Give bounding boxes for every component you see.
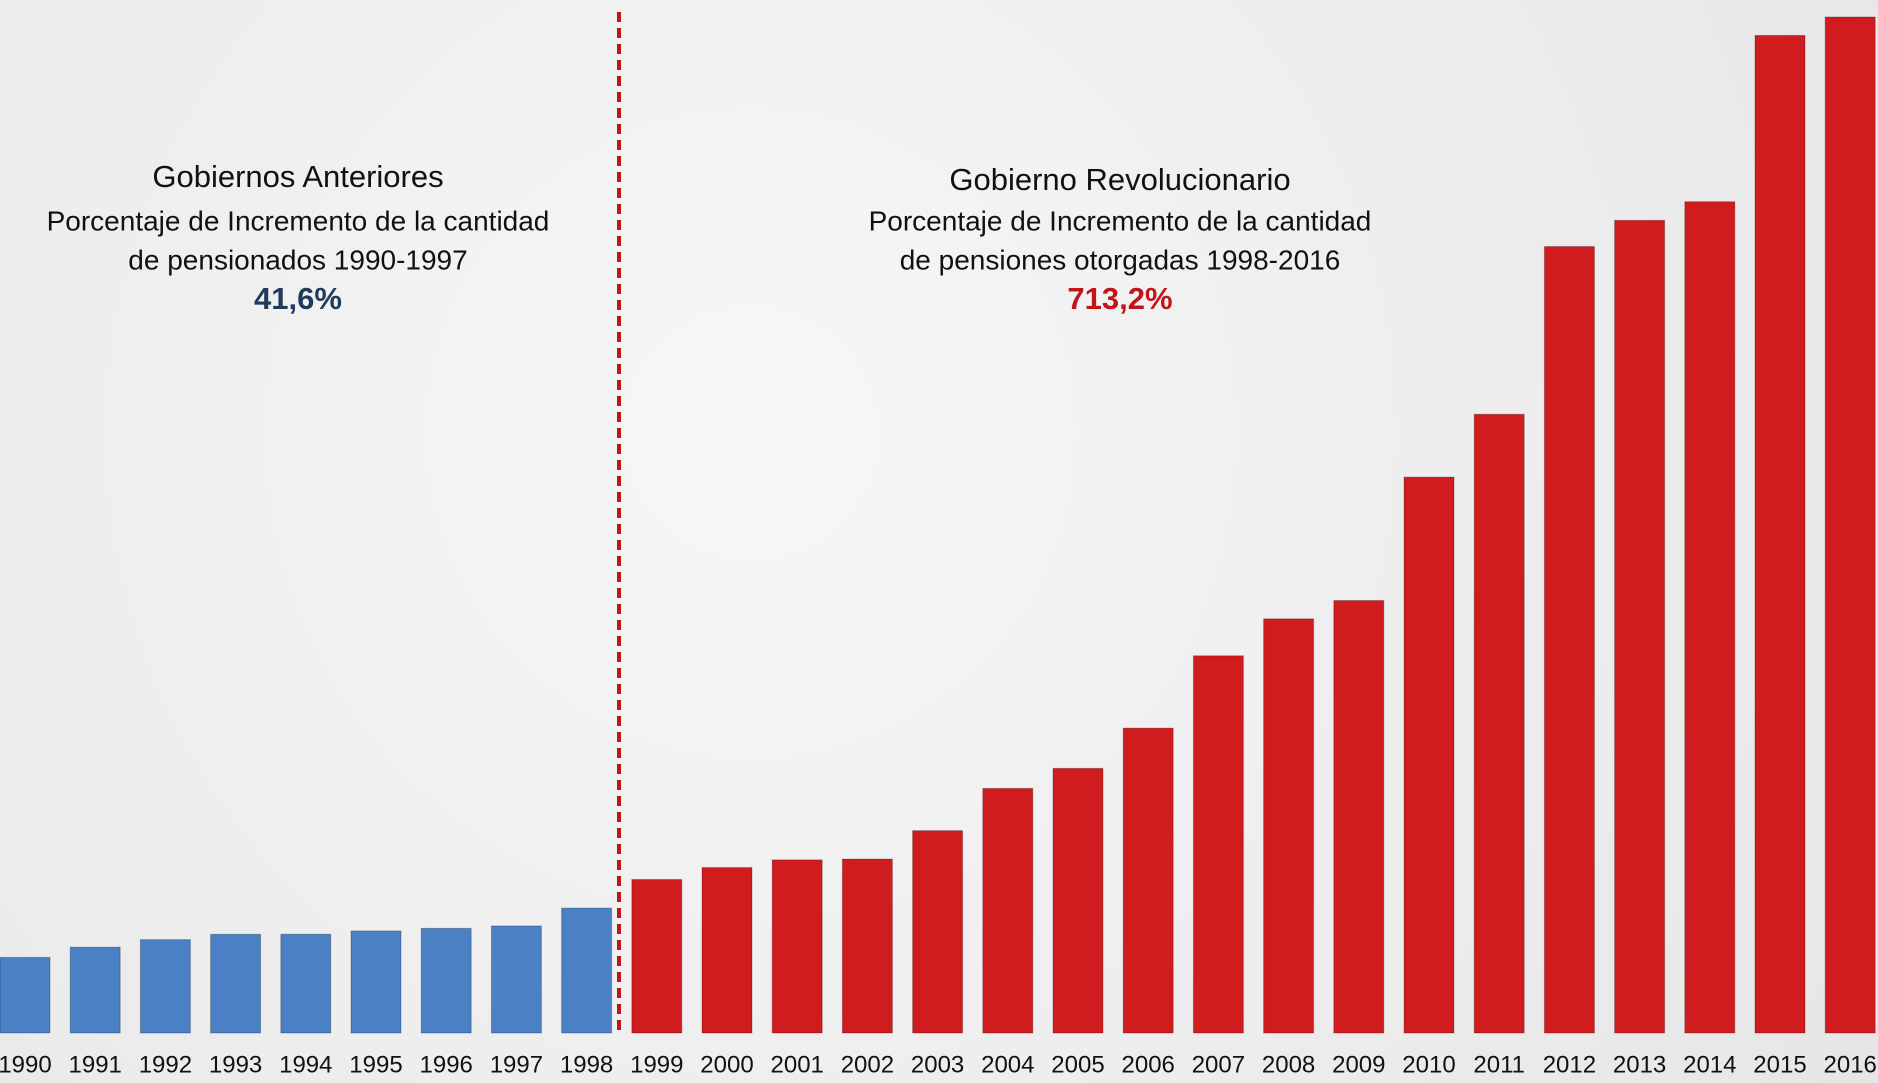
bar <box>1192 655 1244 1034</box>
x-tick-label: 2005 <box>1051 1051 1104 1078</box>
x-tick-label: 2003 <box>911 1051 964 1078</box>
bar <box>350 930 402 1034</box>
bar <box>561 907 613 1034</box>
annotation-text: de pensionados 1990-1997 <box>128 244 467 275</box>
x-tick-label: 1991 <box>69 1051 122 1078</box>
bar <box>210 933 262 1034</box>
x-tick-label: 2015 <box>1753 1051 1806 1078</box>
x-tick-label: 2013 <box>1613 1051 1666 1078</box>
x-tick-label: 2006 <box>1122 1051 1175 1078</box>
x-tick-label: 1997 <box>490 1051 543 1078</box>
bar <box>0 956 51 1034</box>
bar <box>1684 201 1736 1034</box>
bar <box>280 933 332 1034</box>
bar <box>841 858 893 1034</box>
x-tick-label: 1996 <box>420 1051 473 1078</box>
bar <box>69 946 121 1034</box>
annotation-heading: Gobierno Revolucionario <box>949 162 1290 197</box>
bar <box>1473 413 1525 1034</box>
x-tick-label: 2007 <box>1192 1051 1245 1078</box>
annotation-text: Porcentaje de Incremento de la cantidad <box>47 205 550 236</box>
bar <box>139 939 191 1034</box>
x-tick-label: 2014 <box>1683 1051 1736 1078</box>
bar <box>1543 246 1595 1034</box>
bar <box>1333 600 1385 1034</box>
x-tick-label: 1998 <box>560 1051 613 1078</box>
annotation-highlight: 41,6% <box>254 281 342 316</box>
bar <box>1614 219 1666 1034</box>
bar <box>631 878 683 1034</box>
x-tick-label: 2012 <box>1543 1051 1596 1078</box>
x-tick-label: 1999 <box>630 1051 683 1078</box>
x-tick-label: 1990 <box>0 1051 52 1078</box>
annotation-heading: Gobiernos Anteriores <box>152 159 443 194</box>
x-tick-label: 2011 <box>1473 1051 1525 1078</box>
bar <box>1754 34 1806 1034</box>
x-tick-label: 2009 <box>1332 1051 1385 1078</box>
x-tick-label: 2008 <box>1262 1051 1315 1078</box>
bar <box>1263 618 1315 1034</box>
x-tick-label: 1992 <box>139 1051 192 1078</box>
x-tick-label: 1994 <box>279 1051 332 1078</box>
x-tick-label: 2016 <box>1824 1051 1877 1078</box>
bar <box>1052 767 1104 1034</box>
bar <box>1122 727 1174 1034</box>
bar <box>912 830 964 1034</box>
x-tick-label: 2010 <box>1402 1051 1455 1078</box>
x-tick-label: 1995 <box>349 1051 402 1078</box>
x-tick-label: 2001 <box>771 1051 824 1078</box>
x-tick-label: 1993 <box>209 1051 262 1078</box>
x-tick-label: 2000 <box>700 1051 753 1078</box>
bar <box>771 859 823 1034</box>
x-tick-label: 2004 <box>981 1051 1034 1078</box>
x-tick-label: 2002 <box>841 1051 894 1078</box>
bar <box>420 927 472 1034</box>
bar <box>701 867 753 1034</box>
bar <box>1824 16 1876 1034</box>
annotation-highlight: 713,2% <box>1067 281 1172 316</box>
bar <box>1403 476 1455 1034</box>
bar <box>490 925 542 1034</box>
bar <box>982 787 1034 1034</box>
annotation-text: de pensiones otorgadas 1998-2016 <box>900 244 1341 275</box>
annotation-text: Porcentaje de Incremento de la cantidad <box>869 205 1372 236</box>
